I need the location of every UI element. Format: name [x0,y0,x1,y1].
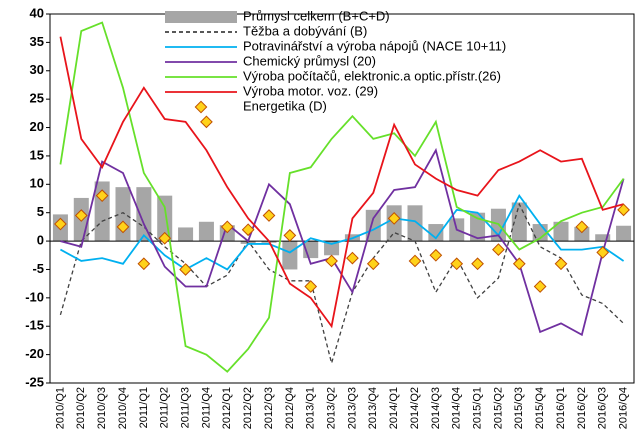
line [59,36,624,329]
bar [407,205,423,242]
marker [220,220,234,234]
x-tick-label: 2011/Q1 [138,387,150,428]
marker [512,257,526,271]
line [60,147,625,337]
legend-swatch [194,100,208,114]
x-tick-label: 2011/Q4 [200,387,212,428]
marker [387,212,401,225]
marker [450,257,464,271]
x-tick-label: 2010/Q2 [75,387,87,429]
bar [428,224,444,242]
x-tick-label: 2012/Q4 [284,387,296,429]
x-tick-label: 2010/Q4 [117,387,129,429]
x-tick-label: 2015/Q1 [471,387,483,429]
marker [366,257,380,271]
marker [325,254,338,268]
marker [575,220,589,234]
marker [262,209,276,222]
x-tick-label: 2014/Q1 [388,387,400,429]
x-tick-label: 2016/Q3 [597,387,609,429]
x-tick-label: 2016/Q4 [617,387,629,429]
marker [492,243,505,256]
line [59,21,625,373]
legend-label: Potravinářství a výroba nápojů (NACE 10+… [243,38,506,53]
marker [596,246,610,259]
legend-label: Průmysl celkem (B+C+D) [243,8,390,23]
x-tick-label: 2011/Q3 [179,387,191,428]
y-tick-label: 0 [37,233,44,248]
x-tick-label: 2013/Q1 [305,387,317,429]
marker [346,251,359,265]
x-tick-label: 2012/Q3 [263,387,275,429]
x-tick-label: 2015/Q4 [534,387,546,429]
bar [324,241,340,256]
y-tick-label: -25 [25,374,44,389]
bar [553,221,569,242]
bar [136,187,152,242]
legend-label: Výroba počítačů, elektronic.a optic.přís… [243,68,501,83]
legend-swatch [165,11,237,23]
y-tick-label: 25 [30,91,44,106]
legend-label: Výroba motor. voz. (29) [243,83,378,98]
x-tick-label: 2013/Q4 [367,387,379,429]
y-tick-label: -10 [25,289,44,304]
y-tick-label: 35 [30,34,44,49]
y-tick-label: -20 [25,346,44,361]
bar [198,221,214,242]
x-tick-label: 2015/Q2 [492,387,504,429]
y-tick-label: 20 [30,119,44,134]
x-tick-label: 2014/Q4 [451,387,463,429]
x-tick-label: 2012/Q1 [221,387,233,429]
y-tick-label: -5 [32,261,44,276]
x-tick-label: 2012/Q2 [242,387,254,429]
x-tick-label: 2014/Q2 [409,387,421,429]
bar [178,227,194,242]
legend-label: Chemický průmysl (20) [243,53,376,68]
x-tick-label: 2011/Q2 [159,387,171,428]
y-tick-label: 40 [30,5,44,20]
y-tick-label: 15 [30,147,44,162]
marker [533,280,547,293]
x-tick-label: 2013/Q2 [325,387,337,429]
marker [283,229,297,242]
plot-frame [49,13,635,384]
x-tick-label: 2013/Q3 [346,387,358,429]
marker [137,257,151,271]
bar [616,225,632,242]
x-tick-label: 2016/Q1 [555,387,567,429]
legend-label: Těžba a dobývání (B) [243,23,367,38]
bar [282,241,298,270]
line [59,202,625,366]
marker [200,115,213,129]
bar [595,234,611,242]
marker [95,189,109,203]
x-tick-label: 2016/Q2 [576,387,588,429]
marker [116,220,130,234]
y-tick-label: 30 [30,62,44,77]
marker [241,223,255,237]
marker [158,231,172,245]
marker [617,203,630,217]
legend-label: Energetika (D) [243,98,327,113]
marker [471,257,484,271]
y-tick-label: 5 [37,204,44,219]
marker [408,254,422,268]
marker [429,248,443,262]
x-tick-label: 2014/Q3 [430,387,442,429]
marker [304,280,318,293]
marker [74,209,88,222]
marker [179,263,192,276]
x-tick-label: 2015/Q3 [513,387,525,429]
x-tick-label: 2010/Q1 [54,387,66,429]
y-tick-label: 10 [30,176,44,191]
x-tick-label: 2010/Q3 [96,387,108,429]
bar [574,226,590,242]
y-tick-label: -15 [25,318,44,333]
marker [54,217,67,231]
marker [554,257,568,271]
bar [240,241,256,244]
